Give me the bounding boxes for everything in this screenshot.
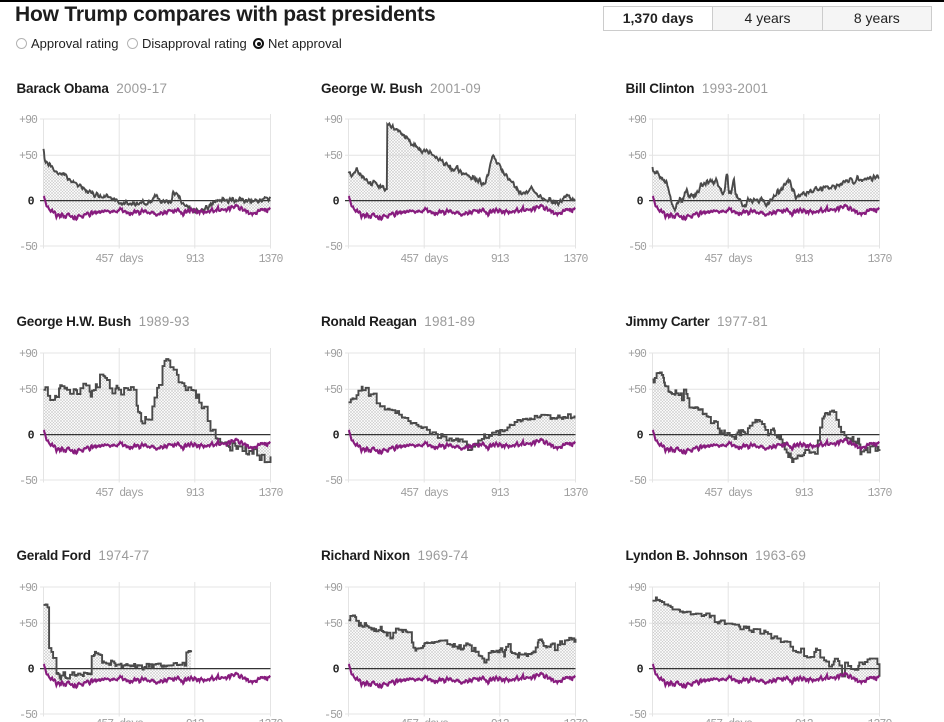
svg-text:0: 0 [332, 196, 339, 209]
svg-text:0: 0 [637, 429, 644, 442]
svg-text:913: 913 [795, 487, 814, 500]
svg-text:913: 913 [795, 253, 814, 266]
svg-text:1370: 1370 [868, 718, 893, 722]
svg-text:-50: -50 [324, 709, 343, 722]
svg-text:-50: -50 [628, 709, 647, 722]
svg-text:1370: 1370 [563, 253, 588, 266]
svg-text:0: 0 [28, 429, 35, 442]
svg-text:1370: 1370 [259, 487, 284, 500]
svg-text:+90: +90 [628, 348, 647, 361]
svg-text:+50: +50 [324, 384, 343, 397]
svg-text:457 days: 457 days [95, 718, 143, 722]
svg-text:+50: +50 [628, 618, 647, 631]
svg-text:457 days: 457 days [400, 487, 448, 500]
svg-text:+90: +90 [19, 582, 38, 595]
svg-text:+90: +90 [628, 114, 647, 127]
svg-text:+90: +90 [324, 582, 343, 595]
svg-text:0: 0 [637, 196, 644, 209]
svg-text:1370: 1370 [563, 718, 588, 722]
svg-text:+50: +50 [628, 384, 647, 397]
svg-text:+90: +90 [324, 348, 343, 361]
svg-text:+50: +50 [19, 150, 38, 163]
svg-text:913: 913 [490, 718, 509, 722]
svg-text:0: 0 [332, 429, 339, 442]
svg-text:+50: +50 [324, 150, 343, 163]
svg-text:0: 0 [332, 663, 339, 676]
svg-text:+90: +90 [19, 114, 38, 127]
svg-text:+90: +90 [19, 348, 38, 361]
svg-text:1370: 1370 [563, 487, 588, 500]
svg-text:-50: -50 [19, 241, 38, 254]
svg-text:-50: -50 [19, 475, 38, 488]
svg-text:0: 0 [28, 196, 35, 209]
svg-text:+50: +50 [19, 384, 38, 397]
svg-text:+90: +90 [628, 582, 647, 595]
svg-text:457 days: 457 days [95, 253, 143, 266]
svg-text:457 days: 457 days [704, 487, 752, 500]
svg-text:-50: -50 [324, 475, 343, 488]
svg-text:+90: +90 [324, 114, 343, 127]
svg-text:1370: 1370 [868, 487, 893, 500]
svg-text:-50: -50 [628, 475, 647, 488]
svg-text:457 days: 457 days [400, 253, 448, 266]
svg-text:-50: -50 [628, 241, 647, 254]
svg-text:+50: +50 [19, 618, 38, 631]
svg-text:457 days: 457 days [95, 487, 143, 500]
svg-text:-50: -50 [19, 709, 38, 722]
svg-text:1370: 1370 [259, 718, 284, 722]
svg-text:457 days: 457 days [400, 718, 448, 722]
svg-text:0: 0 [28, 663, 35, 676]
svg-text:1370: 1370 [868, 253, 893, 266]
svg-text:+50: +50 [324, 618, 343, 631]
svg-text:913: 913 [490, 253, 509, 266]
svg-text:-50: -50 [324, 241, 343, 254]
svg-text:913: 913 [490, 487, 509, 500]
svg-text:913: 913 [186, 487, 205, 500]
svg-text:913: 913 [795, 718, 814, 722]
svg-text:+50: +50 [628, 150, 647, 163]
svg-text:913: 913 [186, 718, 205, 722]
svg-text:457 days: 457 days [704, 718, 752, 722]
svg-text:1370: 1370 [259, 253, 284, 266]
svg-text:457 days: 457 days [704, 253, 752, 266]
svg-text:0: 0 [637, 663, 644, 676]
svg-text:913: 913 [186, 253, 205, 266]
